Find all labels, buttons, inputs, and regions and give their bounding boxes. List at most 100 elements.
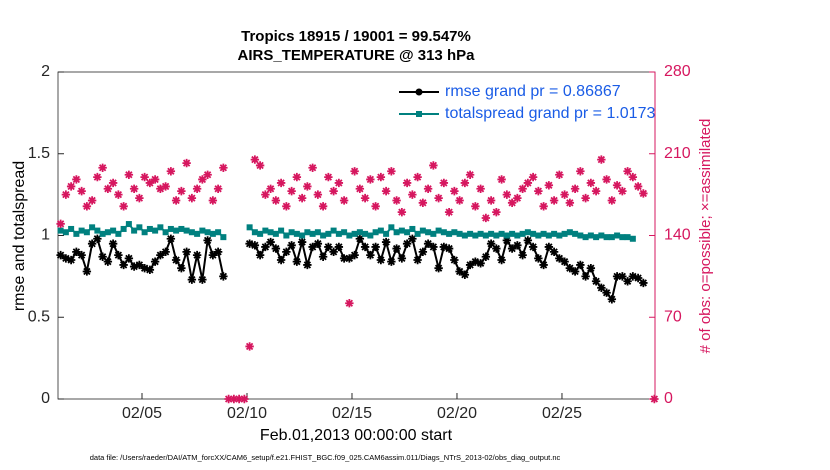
obs-marker bbox=[549, 196, 559, 205]
point-marker bbox=[56, 250, 65, 260]
obs-marker bbox=[271, 196, 281, 205]
obs-marker bbox=[518, 184, 527, 193]
obs-marker bbox=[208, 196, 218, 205]
obs-marker bbox=[240, 394, 249, 404]
y-tick-label: 2 bbox=[41, 63, 50, 80]
point-marker bbox=[318, 252, 328, 261]
point-marker bbox=[82, 267, 92, 276]
point-marker bbox=[194, 230, 201, 237]
point-marker bbox=[549, 247, 559, 257]
obs-marker bbox=[303, 182, 312, 191]
point-marker bbox=[612, 272, 622, 281]
obs-marker bbox=[534, 186, 543, 196]
point-marker bbox=[629, 235, 636, 242]
obs-marker bbox=[650, 394, 659, 404]
obs-marker bbox=[171, 196, 181, 205]
point-marker bbox=[204, 229, 211, 236]
point-marker bbox=[435, 227, 442, 234]
point-marker bbox=[393, 229, 400, 236]
obs-marker bbox=[108, 178, 118, 188]
point-marker bbox=[477, 230, 484, 237]
y-tick-label: 1.5 bbox=[28, 145, 50, 162]
point-marker bbox=[539, 260, 548, 270]
point-marker bbox=[320, 232, 327, 239]
point-marker bbox=[141, 229, 148, 236]
point-marker bbox=[262, 227, 269, 234]
point-marker bbox=[402, 239, 412, 248]
point-marker bbox=[261, 242, 270, 252]
point-marker bbox=[135, 260, 144, 270]
obs-marker bbox=[255, 161, 265, 170]
y2-tick-label: 140 bbox=[664, 227, 691, 244]
obs-marker bbox=[145, 178, 155, 188]
point-marker bbox=[503, 232, 510, 239]
point-marker bbox=[456, 230, 463, 237]
point-marker bbox=[608, 234, 615, 241]
obs-marker bbox=[234, 394, 244, 404]
obs-marker bbox=[345, 299, 354, 308]
y-tick-label: 0 bbox=[41, 390, 50, 407]
point-marker bbox=[524, 229, 531, 236]
point-marker bbox=[309, 230, 316, 237]
point-marker bbox=[125, 221, 132, 228]
x-tick-label: 02/20 bbox=[437, 405, 477, 422]
point-marker bbox=[119, 260, 128, 270]
point-marker bbox=[335, 230, 342, 237]
point-marker bbox=[124, 254, 134, 263]
point-marker bbox=[509, 230, 516, 237]
point-marker bbox=[544, 242, 554, 252]
obs-marker bbox=[581, 193, 590, 203]
point-marker bbox=[404, 229, 411, 236]
obs-marker bbox=[544, 181, 554, 190]
obs-marker bbox=[623, 167, 632, 176]
point-marker bbox=[120, 225, 127, 232]
obs-marker bbox=[402, 178, 412, 188]
obs-marker bbox=[119, 202, 128, 211]
obs-marker bbox=[135, 193, 144, 203]
obs-marker bbox=[276, 178, 286, 188]
point-marker bbox=[360, 242, 370, 252]
obs-marker bbox=[376, 172, 386, 182]
point-marker bbox=[287, 241, 296, 250]
point-marker bbox=[209, 230, 216, 237]
obs-marker bbox=[381, 186, 391, 196]
point-marker bbox=[476, 259, 485, 268]
chart-subtitle: AIRS_TEMPERATURE @ 313 hPa bbox=[238, 47, 476, 64]
point-marker bbox=[603, 234, 610, 241]
point-marker bbox=[376, 255, 386, 265]
point-marker bbox=[192, 250, 202, 260]
obs-marker bbox=[266, 184, 275, 193]
point-marker bbox=[108, 239, 118, 248]
point-marker bbox=[278, 227, 285, 234]
obs-marker bbox=[61, 190, 71, 199]
point-marker bbox=[255, 250, 265, 260]
point-marker bbox=[602, 288, 611, 297]
legend-box bbox=[395, 78, 649, 130]
point-marker bbox=[115, 230, 122, 237]
point-marker bbox=[345, 254, 354, 263]
point-marker bbox=[444, 244, 454, 253]
point-marker bbox=[94, 227, 101, 234]
series bbox=[56, 155, 659, 404]
point-marker bbox=[356, 229, 363, 236]
point-marker bbox=[523, 236, 533, 245]
legend-marker bbox=[415, 88, 423, 96]
point-marker bbox=[250, 241, 260, 250]
point-marker bbox=[145, 265, 155, 275]
point-marker bbox=[450, 255, 459, 265]
point-marker bbox=[465, 260, 475, 270]
point-marker bbox=[68, 225, 75, 232]
point-marker bbox=[414, 230, 421, 237]
point-marker bbox=[245, 239, 254, 248]
obs-marker bbox=[460, 178, 470, 188]
y-tick-label: 0.5 bbox=[28, 308, 50, 325]
obs-marker bbox=[187, 193, 197, 203]
point-marker bbox=[372, 229, 379, 236]
obs-marker bbox=[129, 184, 139, 193]
point-marker bbox=[329, 247, 338, 257]
point-marker bbox=[556, 232, 563, 239]
point-marker bbox=[199, 227, 206, 234]
obs-marker bbox=[434, 193, 443, 203]
point-marker bbox=[99, 230, 106, 237]
obs-marker bbox=[465, 170, 475, 179]
